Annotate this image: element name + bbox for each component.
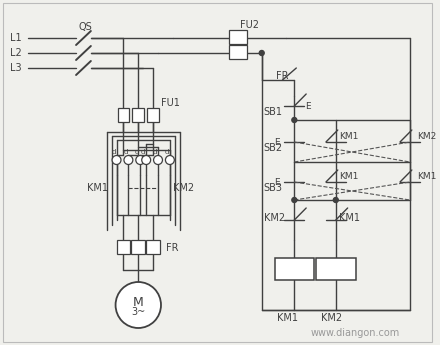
Text: d: d [153, 149, 157, 155]
Bar [117, 108, 129, 122]
Circle shape [259, 50, 264, 56]
Text: KM1: KM1 [339, 171, 358, 180]
Text: d: d [123, 149, 128, 155]
Text: FU2: FU2 [240, 20, 259, 30]
Circle shape [116, 282, 161, 328]
Bar [316, 258, 356, 280]
Text: d: d [135, 149, 139, 155]
Bar [132, 240, 145, 254]
Text: KM2: KM2 [264, 213, 285, 223]
Text: E: E [274, 138, 279, 147]
Text: M: M [133, 296, 143, 308]
Text: QS: QS [78, 22, 92, 32]
Circle shape [292, 197, 297, 203]
Text: KM1: KM1 [417, 171, 436, 180]
Bar [229, 45, 247, 59]
Text: SB3: SB3 [264, 183, 283, 193]
Text: KM1: KM1 [339, 131, 358, 140]
Circle shape [154, 156, 162, 165]
Text: SB2: SB2 [264, 143, 283, 153]
Text: KM1: KM1 [339, 213, 360, 223]
Text: FU1: FU1 [161, 98, 180, 108]
Bar [132, 108, 144, 122]
Text: KM2: KM2 [321, 313, 342, 323]
Text: KM2: KM2 [173, 183, 194, 193]
Circle shape [292, 118, 297, 122]
Circle shape [334, 197, 338, 203]
Bar [275, 258, 314, 280]
Text: FR: FR [166, 243, 179, 253]
Circle shape [142, 156, 150, 165]
Text: d: d [141, 149, 145, 155]
Bar [229, 30, 247, 44]
Circle shape [136, 156, 145, 165]
Bar [147, 108, 159, 122]
Text: E: E [274, 177, 279, 187]
Circle shape [124, 156, 133, 165]
Text: d: d [111, 149, 116, 155]
Text: KM1: KM1 [87, 183, 108, 193]
Text: L1: L1 [10, 33, 22, 43]
Circle shape [165, 156, 174, 165]
Text: L2: L2 [10, 48, 22, 58]
Text: SB1: SB1 [264, 107, 283, 117]
Text: 3~: 3~ [131, 307, 145, 317]
Text: FR: FR [275, 71, 288, 81]
Text: d: d [165, 149, 169, 155]
Text: KM2: KM2 [417, 131, 436, 140]
Circle shape [112, 156, 121, 165]
Text: KM1: KM1 [277, 313, 298, 323]
Text: L3: L3 [10, 63, 22, 73]
Bar [117, 240, 130, 254]
Text: E: E [305, 101, 311, 110]
Text: www.diangon.com: www.diangon.com [311, 328, 400, 338]
Bar [146, 240, 160, 254]
